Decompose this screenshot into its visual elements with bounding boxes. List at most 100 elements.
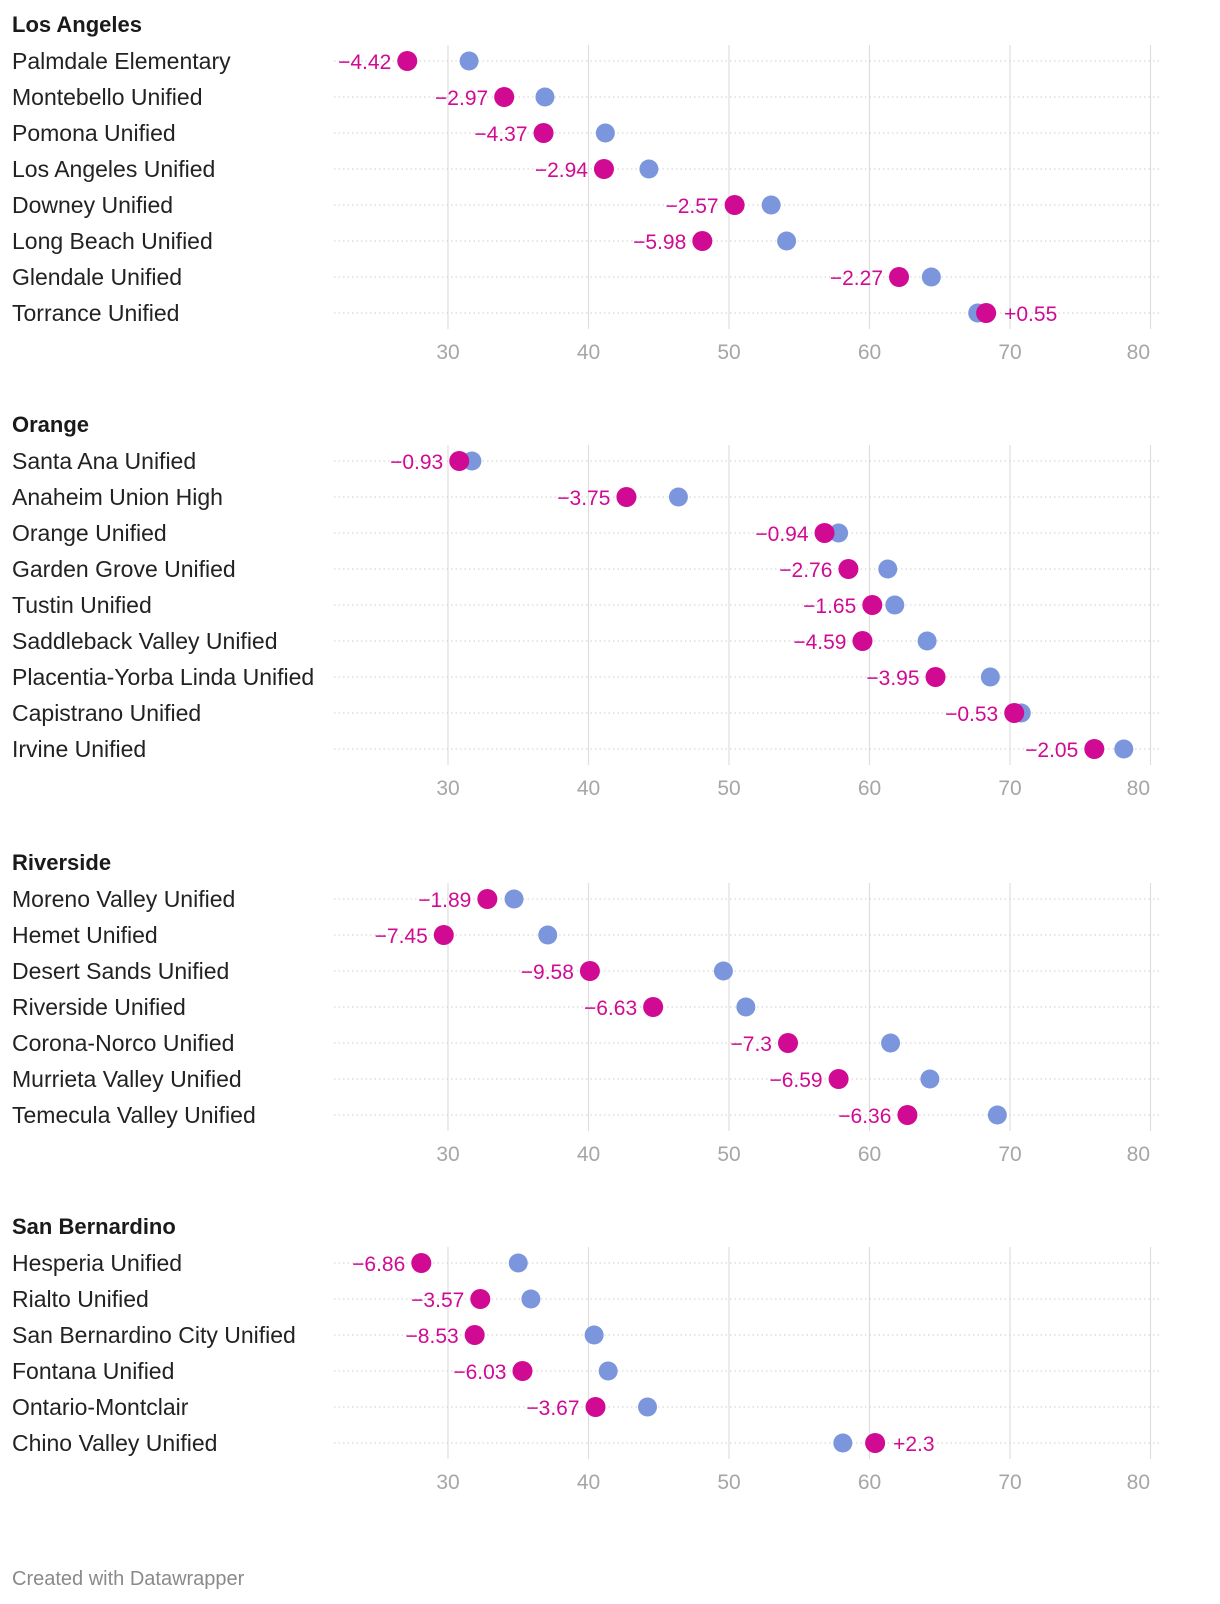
before-dot	[639, 159, 659, 179]
row-label: Santa Ana Unified	[12, 448, 196, 474]
after-dot	[778, 1033, 799, 1053]
row-label: Tustin Unified	[12, 592, 152, 618]
after-dot	[397, 51, 418, 71]
after-dot	[533, 123, 554, 143]
change-label: −6.59	[769, 1069, 822, 1092]
x-tick-label: 30	[436, 1143, 459, 1166]
row-label: Pomona Unified	[12, 120, 176, 146]
x-tick-label: 50	[717, 777, 740, 800]
row-label: Placentia-Yorba Linda Unified	[12, 664, 314, 690]
row-label: Downey Unified	[12, 192, 173, 218]
before-dot	[535, 87, 555, 107]
x-tick-label: 80	[1127, 1143, 1150, 1166]
row-label: Hesperia Unified	[12, 1250, 182, 1276]
after-dot	[464, 1325, 485, 1345]
row-label: Hemet Unified	[12, 922, 158, 948]
after-dot	[865, 1433, 886, 1453]
row-label: Palmdale Elementary	[12, 48, 231, 74]
change-label: −8.53	[406, 1325, 459, 1348]
after-dot	[433, 925, 454, 945]
before-dot	[878, 559, 898, 579]
after-dot	[862, 595, 883, 615]
panel-title: Orange	[12, 412, 89, 437]
change-label: −4.59	[793, 631, 846, 654]
row-label: Irvine Unified	[12, 736, 146, 762]
change-label: −0.94	[755, 523, 808, 546]
before-dot	[584, 1325, 604, 1345]
x-tick-label: 60	[858, 1143, 881, 1166]
after-dot	[616, 487, 637, 507]
x-tick-label: 80	[1127, 1471, 1150, 1494]
x-tick-label: 70	[998, 1471, 1021, 1494]
before-dot	[508, 1253, 528, 1273]
x-tick-label: 70	[998, 1143, 1021, 1166]
change-label: −2.97	[435, 87, 488, 110]
after-dot	[897, 1105, 918, 1125]
x-tick-label: 60	[858, 1471, 881, 1494]
change-label: −0.93	[390, 451, 443, 474]
x-tick-label: 70	[998, 341, 1021, 364]
before-dot	[987, 1105, 1007, 1125]
x-tick-label: 50	[717, 1143, 740, 1166]
change-label: −2.05	[1025, 739, 1078, 762]
change-label: −5.98	[633, 231, 686, 254]
before-dot	[638, 1397, 658, 1417]
x-tick-label: 40	[577, 777, 600, 800]
x-tick-label: 60	[858, 777, 881, 800]
panel-title: Riverside	[12, 850, 111, 875]
change-label: −2.27	[830, 267, 883, 290]
x-tick-label: 40	[577, 1143, 600, 1166]
after-dot	[852, 631, 873, 651]
change-label: −4.37	[474, 123, 527, 146]
before-dot	[598, 1361, 618, 1381]
change-label: −0.53	[945, 703, 998, 726]
before-dot	[521, 1289, 541, 1309]
x-tick-label: 30	[436, 1471, 459, 1494]
x-tick-label: 70	[998, 777, 1021, 800]
row-label: Corona-Norco Unified	[12, 1030, 234, 1056]
panel-title: Los Angeles	[12, 12, 142, 37]
before-dot	[459, 51, 479, 71]
row-label: Orange Unified	[12, 520, 167, 546]
after-dot	[470, 1289, 491, 1309]
after-dot	[411, 1253, 432, 1273]
change-label: −3.95	[866, 667, 919, 690]
before-dot	[538, 925, 558, 945]
after-dot	[838, 559, 859, 579]
before-dot	[668, 487, 688, 507]
row-label: Montebello Unified	[12, 84, 203, 110]
before-dot	[595, 123, 615, 143]
change-label: −7.45	[375, 925, 428, 948]
row-label: Torrance Unified	[12, 300, 179, 326]
change-label: −6.63	[584, 997, 637, 1020]
footer-credit: Created with Datawrapper	[12, 1568, 245, 1590]
before-dot	[980, 667, 1000, 687]
x-tick-label: 40	[577, 1471, 600, 1494]
after-dot	[477, 889, 498, 909]
after-dot	[494, 87, 515, 107]
change-label: −3.75	[557, 487, 610, 510]
after-dot	[692, 231, 713, 251]
before-dot	[833, 1433, 853, 1453]
row-label: Riverside Unified	[12, 994, 186, 1020]
before-dot	[736, 997, 756, 1017]
row-label: Desert Sands Unified	[12, 958, 229, 984]
before-dot	[777, 231, 797, 251]
row-label: Murrieta Valley Unified	[12, 1066, 242, 1092]
panel-title: San Bernardino	[12, 1214, 176, 1239]
after-dot	[449, 451, 470, 471]
before-dot	[881, 1033, 901, 1053]
before-dot	[885, 595, 905, 615]
row-label: Los Angeles Unified	[12, 156, 215, 182]
change-label: −7.3	[731, 1033, 772, 1056]
row-label: Fontana Unified	[12, 1358, 174, 1384]
before-dot	[920, 1069, 940, 1089]
after-dot	[724, 195, 745, 215]
row-label: Garden Grove Unified	[12, 556, 236, 582]
after-dot	[976, 303, 997, 323]
change-label: +2.3	[893, 1433, 934, 1456]
after-dot	[925, 667, 946, 687]
change-label: −1.89	[418, 889, 471, 912]
change-label: −1.65	[803, 595, 856, 618]
